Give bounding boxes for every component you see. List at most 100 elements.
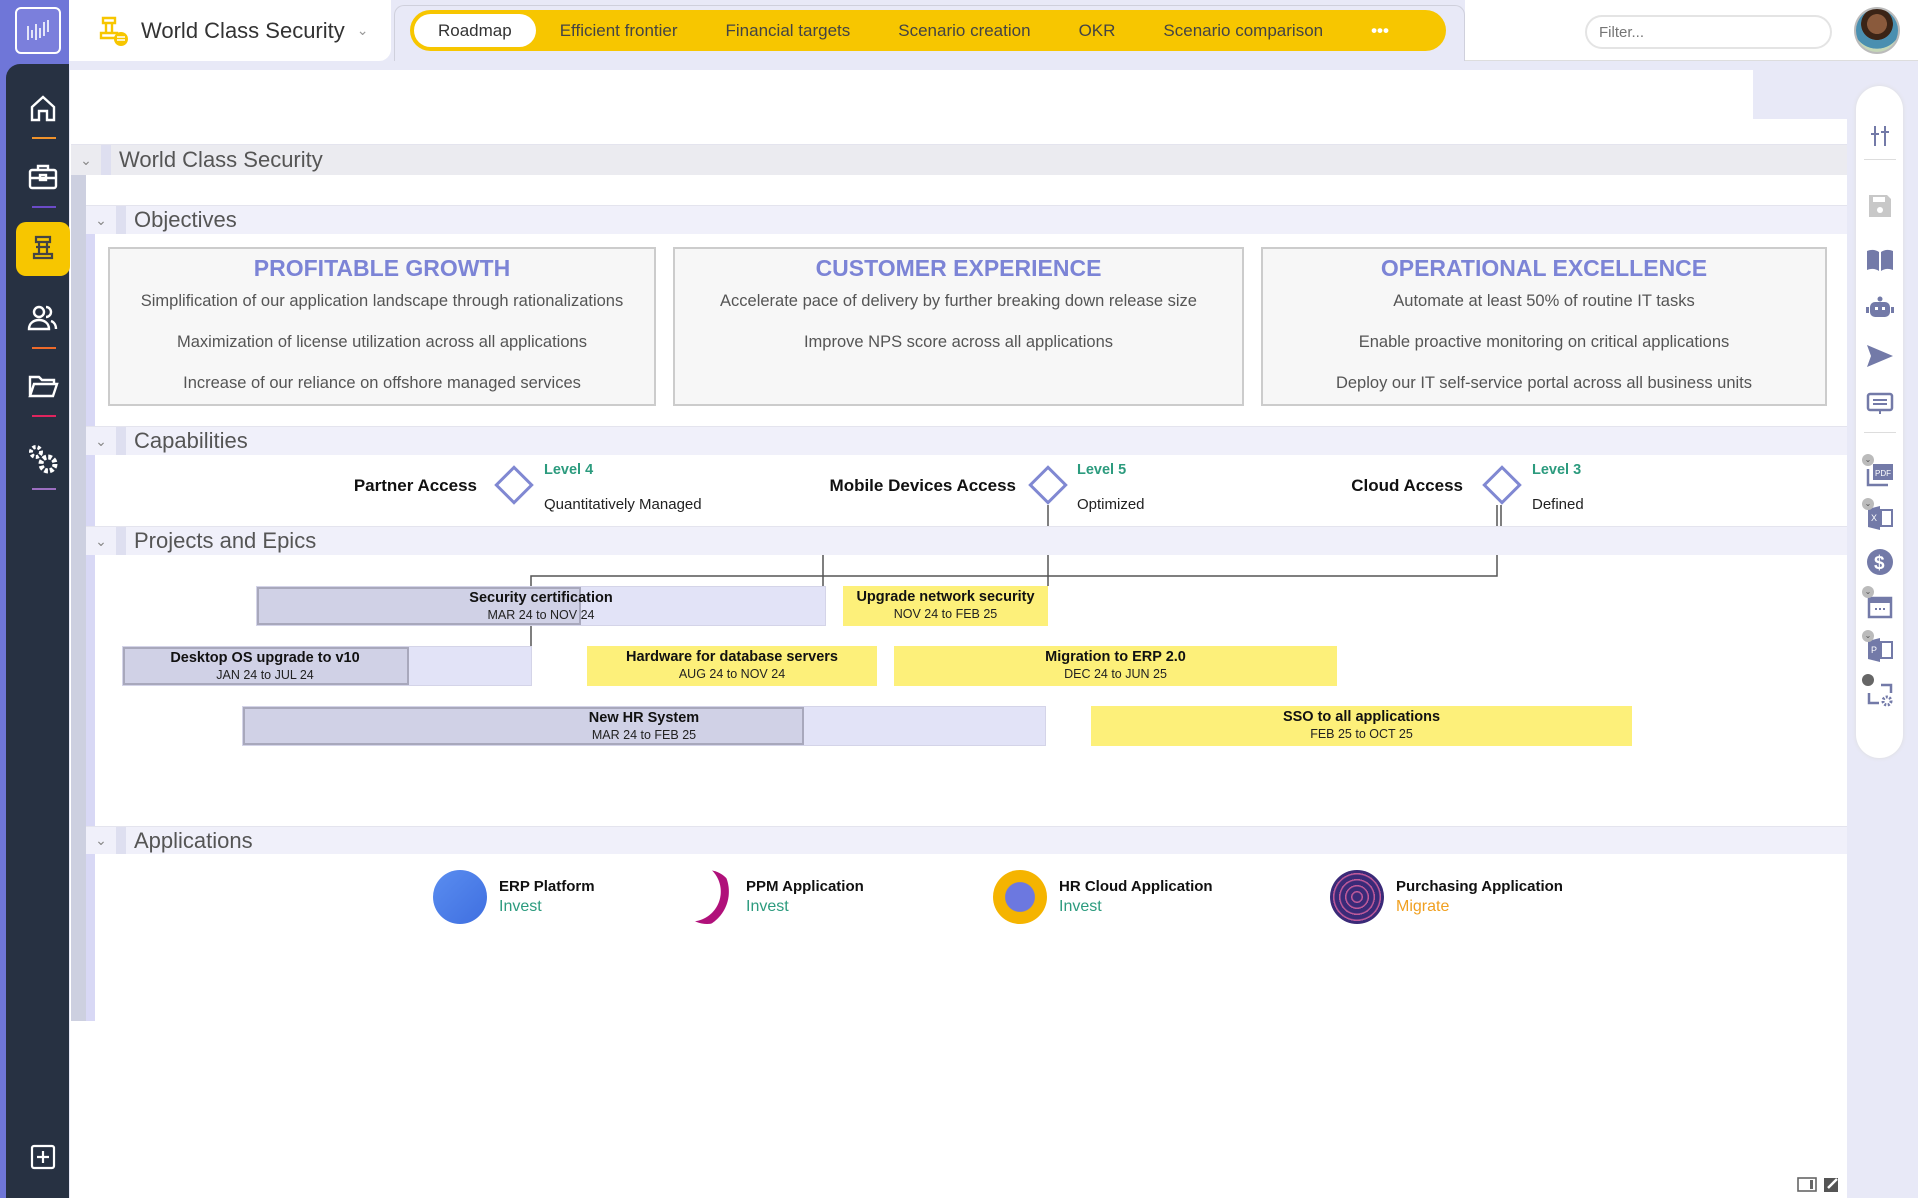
- project-name: Upgrade network security: [856, 589, 1035, 605]
- add-button[interactable]: [16, 1132, 70, 1182]
- objective-item: Improve NPS score across all application…: [803, 333, 1114, 351]
- workspace-title[interactable]: World Class Security ⌄: [69, 0, 391, 61]
- objective-item: Maximization of license utilization acro…: [177, 333, 587, 351]
- app-logo[interactable]: [15, 7, 61, 54]
- application-item[interactable]: ERP Platform Invest: [433, 870, 595, 924]
- tab-scenario-creation[interactable]: Scenario creation: [898, 21, 1031, 40]
- objective-item: Deploy our IT self-service portal across…: [1335, 374, 1753, 392]
- purchasing-app-icon: [1330, 870, 1384, 924]
- application-item[interactable]: Purchasing Application Migrate: [1330, 870, 1563, 924]
- hr-cloud-app-icon: [993, 870, 1047, 924]
- chevron-down-icon[interactable]: ⌄: [95, 432, 107, 449]
- folder-icon: [28, 375, 59, 398]
- project-dates: AUG 24 to NOV 24: [678, 667, 786, 681]
- powerpoint-icon[interactable]: ⌄ P: [1862, 630, 1894, 664]
- svg-text:PDF: PDF: [1875, 469, 1891, 478]
- pdf-icon[interactable]: ⌄ PDF: [1862, 454, 1894, 488]
- more-tabs-button[interactable]: •••: [1371, 21, 1389, 40]
- chevron-down-icon[interactable]: ⌄: [95, 532, 107, 549]
- section-capabilities[interactable]: ⌄ Capabilities: [86, 426, 1847, 455]
- capability-level: Level 3: [1532, 462, 1582, 478]
- filter-input[interactable]: [1585, 15, 1832, 49]
- project-bar[interactable]: Desktop OS upgrade to v10 JAN 24 to JUL 2…: [122, 646, 532, 686]
- project-bar[interactable]: New HR System MAR 24 to FEB 25: [242, 706, 1046, 746]
- sidebar-item-home[interactable]: [16, 83, 70, 139]
- project-name: Hardware for database servers: [626, 649, 838, 665]
- project-bar[interactable]: Hardware for database servers AUG 24 to N…: [587, 646, 877, 686]
- book-icon[interactable]: [1866, 246, 1894, 274]
- avatar[interactable]: [1854, 7, 1900, 54]
- save-icon[interactable]: [1866, 192, 1894, 220]
- sidebar-item-strategy[interactable]: [16, 222, 70, 276]
- presentation-icon[interactable]: [1866, 390, 1894, 418]
- project-bar[interactable]: Upgrade network security NOV 24 to FEB 25: [843, 586, 1048, 626]
- section-title: Applications: [134, 827, 253, 853]
- sidebar-item-settings[interactable]: [16, 434, 70, 490]
- section-title: World Class Security: [119, 147, 323, 172]
- project-dates: DEC 24 to JUN 25: [1064, 667, 1167, 681]
- chevron-down-icon[interactable]: ⌄: [80, 151, 92, 168]
- sidebar-item-files[interactable]: [16, 361, 70, 417]
- tab-okr[interactable]: OKR: [1078, 21, 1116, 40]
- tab-efficient-frontier[interactable]: Efficient frontier: [559, 21, 678, 40]
- application-name: HR Cloud Application: [1059, 878, 1213, 895]
- objective-card[interactable]: CUSTOMER EXPERIENCE Accelerate pace of de…: [673, 247, 1244, 406]
- project-dates: JAN 24 to JUL 24: [216, 668, 314, 682]
- project-dates: MAR 24 to NOV 24: [487, 608, 595, 622]
- application-item[interactable]: PPM Application Invest: [680, 870, 864, 924]
- calendar-icon[interactable]: ⌄: [1862, 586, 1894, 620]
- chevron-down-icon[interactable]: ⌄: [95, 211, 107, 228]
- section-objectives[interactable]: ⌄ Objectives: [86, 205, 1847, 234]
- gears-icon: [29, 445, 58, 474]
- capability-name: Mobile Devices Access: [829, 476, 1016, 495]
- workflow-settings-icon[interactable]: [1862, 674, 1894, 708]
- dollar-icon[interactable]: $: [1866, 548, 1894, 576]
- svg-text:P: P: [1871, 645, 1877, 655]
- project-bar[interactable]: Security certification MAR 24 to NOV 24: [256, 586, 826, 626]
- send-icon[interactable]: [1866, 342, 1894, 370]
- section-root[interactable]: ⌄ World Class Security: [71, 144, 1847, 175]
- svg-text:$: $: [1874, 553, 1885, 574]
- tab-scenario-comparison[interactable]: Scenario comparison: [1163, 21, 1324, 40]
- application-status: Invest: [746, 898, 789, 915]
- project-bar[interactable]: Migration to ERP 2.0 DEC 24 to JUN 25: [894, 646, 1337, 686]
- project-name: Migration to ERP 2.0: [1045, 649, 1186, 665]
- capability-name: Partner Access: [353, 476, 477, 495]
- canvas-margin: [1753, 70, 1847, 119]
- tab-financial-targets[interactable]: Financial targets: [725, 21, 851, 40]
- project-name: Security certification: [469, 590, 613, 606]
- robot-icon[interactable]: [1866, 294, 1894, 322]
- progress-fill: [243, 707, 805, 745]
- objective-title: OPERATIONAL EXCELLENCE: [1380, 255, 1708, 281]
- objective-item: Increase of our reliance on offshore man…: [183, 374, 581, 392]
- strategy-icon: [99, 16, 128, 46]
- users-icon: [27, 305, 58, 331]
- project-bar[interactable]: SSO to all applications FEB 25 to OCT 25: [1091, 706, 1632, 746]
- sliders-icon[interactable]: [1866, 122, 1894, 150]
- objective-title: CUSTOMER EXPERIENCE: [815, 255, 1102, 281]
- capability-level-desc: Defined: [1532, 496, 1584, 513]
- objective-card[interactable]: OPERATIONAL EXCELLENCE Automate at least …: [1261, 247, 1827, 406]
- sidebar-item-users[interactable]: [16, 293, 70, 349]
- application-status: Invest: [1059, 898, 1102, 915]
- excel-icon[interactable]: ⌄ X: [1862, 498, 1894, 532]
- capability-level: Level 4: [544, 462, 594, 478]
- application-item[interactable]: HR Cloud Application Invest: [993, 870, 1213, 924]
- chevron-down-icon[interactable]: ⌄: [95, 832, 107, 848]
- objective-title: PROFITABLE GROWTH: [253, 255, 511, 281]
- application-name: PPM Application: [746, 878, 864, 895]
- section-projects[interactable]: ⌄ Projects and Epics: [86, 526, 1847, 555]
- application-status: Migrate: [1396, 898, 1450, 915]
- chevron-down-icon[interactable]: ⌄: [356, 22, 369, 38]
- tab-roadmap[interactable]: Roadmap: [414, 14, 536, 47]
- edit-icon[interactable]: [1823, 1175, 1841, 1198]
- objective-item: Automate at least 50% of routine IT task…: [1393, 292, 1695, 310]
- panel-toggle-icon[interactable]: [1797, 1177, 1817, 1197]
- sidebar-item-portfolio[interactable]: [16, 152, 70, 208]
- project-dates: NOV 24 to FEB 25: [893, 607, 998, 621]
- section-applications[interactable]: ⌄ Applications: [86, 826, 1847, 854]
- tree-indent: [86, 205, 95, 1021]
- objective-card[interactable]: PROFITABLE GROWTH Simplification of our a…: [108, 247, 656, 406]
- section-title: Capabilities: [134, 428, 248, 453]
- capability-name: Cloud Access: [1351, 476, 1463, 495]
